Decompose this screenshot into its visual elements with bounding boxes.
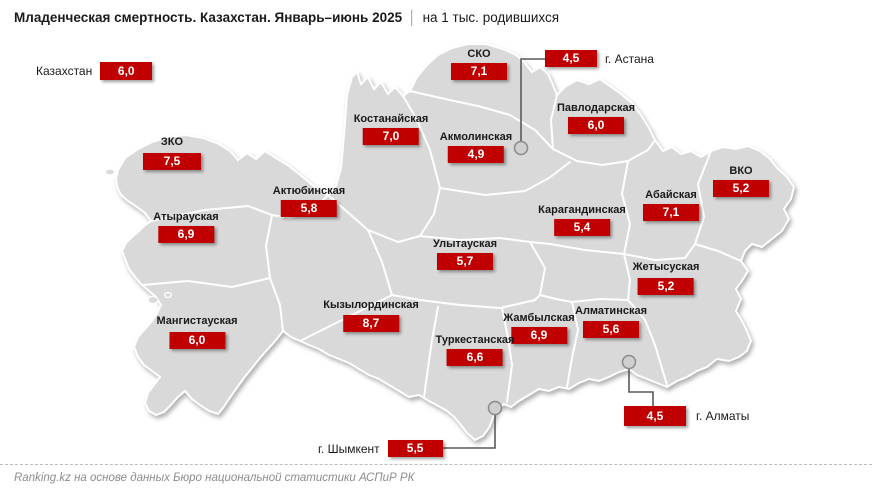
city-shymkent: г. Шымкент 5,5 [318,440,443,457]
islet [104,168,116,176]
region-label: Алматинская [575,305,647,317]
region-label: Атырауская [153,211,219,223]
region-label: Жетысуская [632,261,700,273]
shymkent-marker [487,400,503,416]
city-value-badge: 4,5 [624,406,686,426]
islet [163,291,173,299]
region-value-badge: 5,7 [436,253,493,270]
city-value-badge: 4,5 [545,50,597,67]
region-value-badge: 6,9 [157,226,214,243]
region-ulytauskaya: Улытауская 5,7 [433,238,497,270]
title-unit: на 1 тыс. родившихся [422,10,560,25]
city-astana: 4,5 г. Астана [545,50,654,67]
astana-marker [513,140,529,156]
almaty-marker [621,354,637,370]
city-label: г. Алматы [696,409,750,423]
shymkent-connector-line [438,415,496,449]
region-turkestanskaya: Туркестанская 6,6 [435,334,515,366]
region-value-badge: 5,2 [637,278,694,295]
region-vko: ВКО 5,2 [713,165,769,197]
region-value-badge: 7,0 [363,128,419,145]
region-sko: СКО 7,1 [451,48,507,80]
region-akmolinskaya: Акмолинская 4,9 [440,131,512,163]
almaty-connector-line [628,369,654,407]
city-label: г. Шымкент [318,441,380,456]
region-label: Акмолинская [439,131,513,143]
region-label: ВКО [729,165,753,177]
region-zko: ЗКО 7,5 [143,136,201,170]
region-kyzylordinskaya: Кызылординская 8,7 [323,299,419,332]
region-kostanayskaya: Костанайская 7,0 [353,113,429,145]
region-label: Костанайская [353,113,429,125]
region-label: СКО [467,48,491,60]
region-karagandinskaya: Карагандинская 5,4 [538,204,626,236]
region-value-badge: 5,6 [583,321,639,338]
region-value-badge: 6,0 [567,117,624,134]
footer-divider [0,464,872,465]
region-mangistauskaya: Мангистауская 6,0 [156,315,238,349]
region-label: Кызылординская [323,299,419,311]
region-value-badge: 6,6 [447,349,503,366]
region-label: Мангистауская [156,315,238,327]
city-value-badge: 5,5 [387,440,443,457]
region-zhetysuskaya: Жетысуская 5,2 [632,261,700,295]
region-value-badge: 5,2 [713,180,769,197]
region-value-badge: 5,8 [280,200,337,217]
region-label: Туркестанская [435,334,515,346]
title-main: Младенческая смертность. Казахстан. Янва… [14,10,403,25]
page-title: Младенческая смертность. Казахстан. Янва… [14,10,559,25]
region-label: Улытауская [432,238,498,250]
region-value-badge: 7,5 [143,153,201,170]
city-label: г. Астана [605,51,654,66]
region-borders [141,90,742,403]
country-silhouette [114,43,796,442]
region-value-badge: 7,1 [643,204,699,221]
region-aktyubinskaya: Актюбинская 5,8 [273,185,345,217]
region-value-badge: 7,1 [451,63,507,80]
region-label: Карагандинская [538,204,626,216]
national-figure: Казахстан 6,0 [36,62,153,80]
title-separator: │ [408,10,417,25]
region-label: Абайская [645,189,697,201]
source-note: Ranking.kz на основе данных Бюро национа… [14,472,415,484]
region-value-badge: 6,9 [510,327,567,344]
national-value-badge: 6,0 [100,62,153,80]
region-almatinskaya: Алматинская 5,6 [575,305,647,338]
region-zhambylskaya: Жамбылская 6,9 [503,312,575,344]
region-label: Актюбинская [272,185,346,197]
region-value-badge: 6,0 [169,332,225,349]
region-value-badge: 5,4 [553,219,610,236]
region-value-badge: 8,7 [343,315,399,332]
region-value-badge: 4,9 [447,146,504,163]
region-atyrauskaya: Атырауская 6,9 [153,211,219,243]
region-label: ЗКО [160,136,184,148]
national-label: Казахстан [36,64,93,78]
region-abayskaya: Абайская 7,1 [643,189,699,221]
city-almaty: 4,5 г. Алматы [624,406,749,426]
islet [147,295,159,305]
region-label: Павлодарская [556,102,636,114]
region-label: Жамбылская [503,312,575,324]
astana-connector-line [520,58,545,141]
region-pavlodarskaya: Павлодарская 6,0 [557,102,635,134]
